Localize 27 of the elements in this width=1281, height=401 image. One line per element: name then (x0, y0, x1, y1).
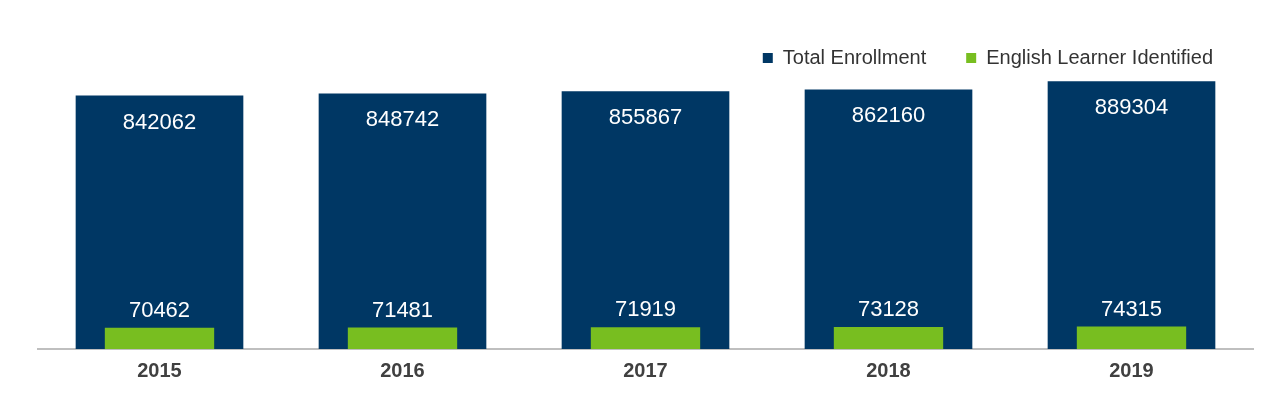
data-label: 842062 (122, 108, 197, 134)
x-tick-label: 2018 (866, 358, 911, 381)
bar (804, 89, 973, 349)
bar (347, 327, 458, 349)
data-label: 73128 (857, 296, 920, 322)
bar (561, 91, 730, 349)
x-tick-label: 2017 (623, 358, 668, 381)
data-label: 855867 (608, 104, 683, 130)
bar (1047, 81, 1216, 349)
bar (833, 326, 944, 349)
x-tick-label: 2015 (137, 358, 182, 381)
data-label: 74315 (1100, 295, 1163, 321)
data-label: 848742 (365, 106, 440, 132)
x-tick-label: 2019 (1109, 358, 1154, 381)
bar (75, 95, 244, 349)
bar (1076, 326, 1187, 349)
data-label: 71919 (614, 296, 677, 322)
data-label: 70462 (128, 296, 191, 322)
bar (318, 93, 487, 349)
bar (104, 327, 215, 349)
x-tick-label: 2016 (380, 358, 425, 381)
bar (590, 327, 701, 349)
data-label: 889304 (1094, 94, 1169, 120)
legend-label: Total Enrollment (782, 45, 927, 68)
legend-label: English Learner Identified (986, 45, 1214, 68)
data-label: 71481 (371, 296, 434, 322)
data-label: 862160 (851, 102, 926, 128)
